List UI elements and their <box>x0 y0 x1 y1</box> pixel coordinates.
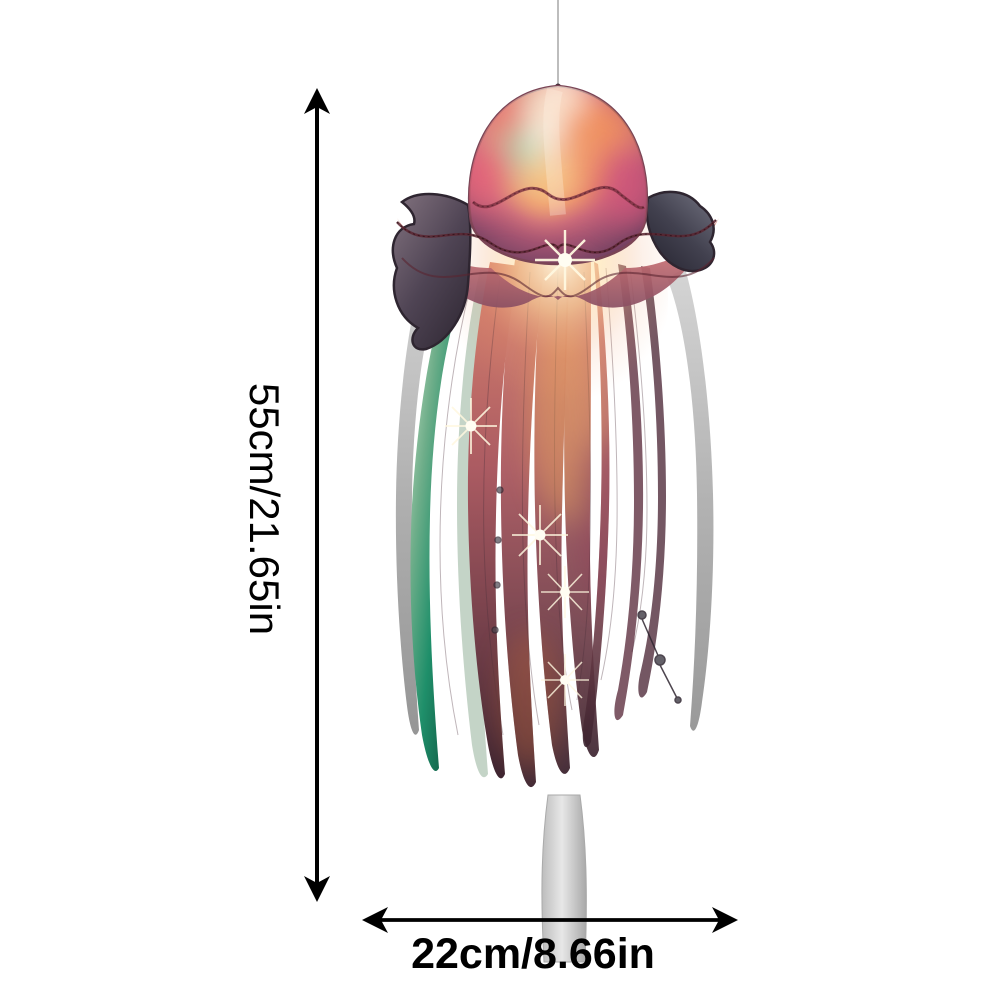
svg-text:55cm/21.65in: 55cm/21.65in <box>241 383 288 635</box>
svg-text:22cm/8.66in: 22cm/8.66in <box>411 930 655 978</box>
